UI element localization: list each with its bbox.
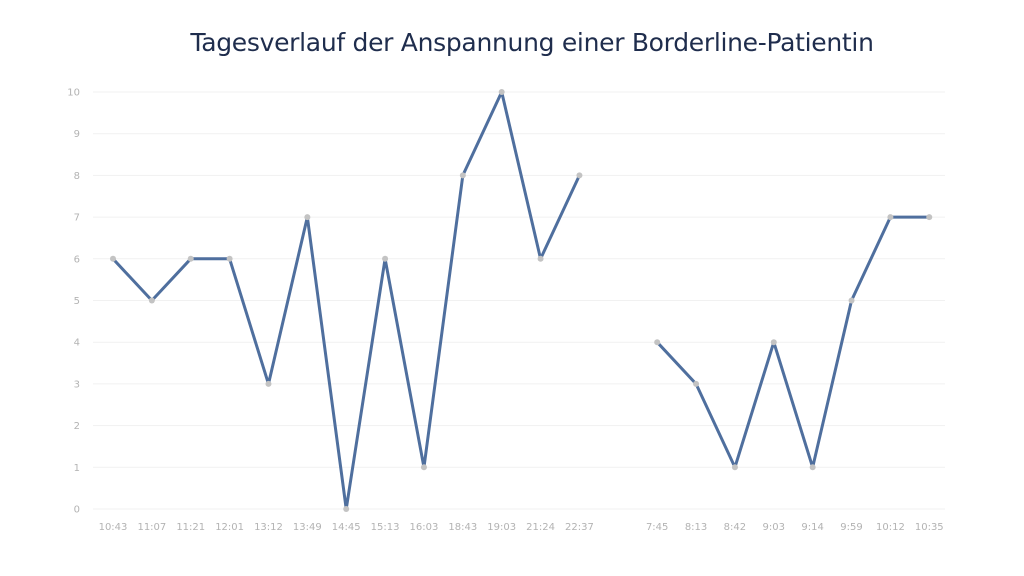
x-tick-label: 9:14 [801,522,823,533]
data-point [731,464,738,471]
y-tick-label: 8 [74,171,80,182]
data-point [498,89,505,95]
x-tick-label: 8:42 [724,522,746,533]
x-tick-label: 7:45 [646,522,668,533]
y-tick-label: 2 [74,421,80,432]
data-point [148,297,155,304]
x-tick-label: 15:13 [371,522,400,533]
x-tick-label: 13:49 [293,522,322,533]
x-tick-label: 18:43 [448,522,477,533]
data-point [693,380,700,387]
y-tick-label: 3 [74,379,80,390]
data-point [809,464,816,471]
x-tick-label: 13:12 [254,522,283,533]
x-tick-label: 9:03 [763,522,785,533]
chart-title: Tagesverlauf der Anspannung einer Border… [190,28,874,57]
data-point [654,339,661,346]
data-point [265,380,272,387]
series-line [655,215,931,469]
data-point [226,255,233,262]
data-point [459,172,466,179]
data-point [382,255,389,262]
data-point [537,255,544,262]
y-tick-label: 6 [74,254,80,265]
y-tick-label: 10 [67,88,80,99]
data-point [304,214,311,221]
data-point [770,339,777,346]
x-tick-label: 14:45 [332,522,361,533]
data-point [420,464,427,471]
x-tick-label: 11:21 [176,522,205,533]
y-tick-label: 1 [74,463,80,474]
x-tick-label: 16:03 [410,522,439,533]
y-tick-label: 5 [74,296,80,307]
x-tick-label: 19:03 [487,522,516,533]
y-tick-label: 7 [74,213,80,224]
y-tick-label: 0 [74,505,80,516]
data-point [343,506,350,512]
data-point [110,255,116,262]
x-tick-label: 8:13 [685,522,707,533]
y-tick-label: 9 [74,129,80,140]
y-tick-label: 4 [74,338,80,349]
data-point [926,214,933,221]
x-tick-label: 21:24 [526,522,555,533]
x-tick-label: 22:37 [565,522,594,533]
data-point [187,255,194,262]
x-tick-label: 10:12 [876,522,905,533]
data-point [887,214,894,221]
x-tick-label: 12:01 [215,522,244,533]
x-tick-label: 10:43 [99,522,128,533]
x-tick-label: 10:35 [915,522,944,533]
x-tick-label: 11:07 [137,522,166,533]
data-point [848,297,855,304]
x-tick-label: 9:59 [840,522,862,533]
data-point [576,172,583,179]
